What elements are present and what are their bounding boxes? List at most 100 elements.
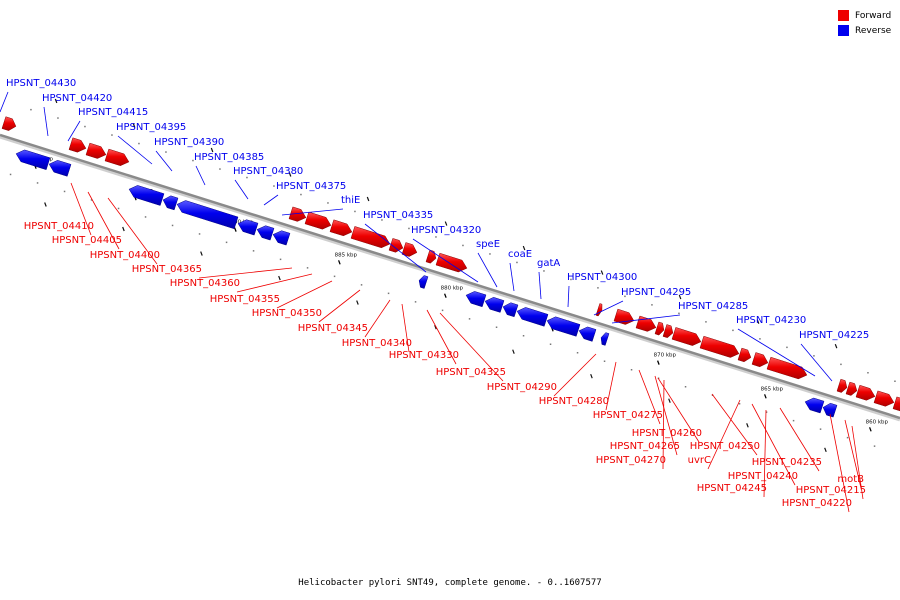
tick-mark — [443, 293, 447, 298]
background-dash — [522, 245, 526, 251]
background-dash — [210, 147, 214, 153]
background-dash — [44, 202, 47, 207]
genome-caption: Helicobacter pylori SNT49, complete geno… — [298, 578, 602, 588]
background-dash — [356, 300, 359, 305]
gene-label: thiE — [341, 195, 360, 206]
background-dot — [549, 343, 552, 345]
background-dot — [414, 301, 417, 303]
gene-label: HPSNT_04220 — [782, 498, 852, 509]
gene-label: HPSNT_04340 — [342, 338, 412, 349]
background-dash — [278, 275, 281, 281]
background-dot — [684, 386, 687, 388]
background-dot — [489, 253, 491, 255]
gene-label: HPSNT_04325 — [436, 367, 506, 378]
background-dot — [705, 321, 707, 323]
HPSNT_04365-gene-arrow — [288, 206, 307, 222]
leader-line — [605, 361, 617, 411]
background-dash — [756, 319, 760, 324]
background-dash — [834, 343, 838, 349]
gene-label: HPSNT_04335 — [363, 210, 433, 221]
background-dot — [360, 284, 363, 286]
HPSNT_04330-gene-arrow — [425, 249, 437, 264]
tick-label: 865 kbp — [761, 386, 784, 392]
background-dot — [279, 258, 282, 261]
motB-gene-arrow — [845, 381, 858, 396]
leader-line — [195, 165, 206, 186]
background-dot — [516, 261, 518, 264]
reverse-swatch — [838, 25, 849, 36]
gene-label: HPSNT_04235 — [752, 457, 822, 468]
leader-line — [263, 194, 279, 206]
background-dot — [273, 185, 275, 187]
legend-reverse: Reverse — [838, 23, 891, 38]
background-dot — [30, 108, 32, 111]
background-dot — [630, 369, 633, 371]
backbone-shadow — [0, 134, 900, 422]
leader-line — [236, 273, 313, 293]
leader-line — [844, 419, 862, 489]
background-dot — [225, 241, 228, 244]
background-dash — [444, 221, 448, 226]
background-dot — [306, 267, 309, 269]
leader-line — [412, 238, 479, 283]
leader-line — [638, 369, 661, 425]
background-dash — [512, 349, 515, 354]
leader-line — [117, 135, 153, 165]
speE-gene-arrow — [484, 297, 505, 313]
leader-line — [553, 353, 597, 397]
backbone-line — [0, 133, 900, 420]
background-dot — [198, 233, 201, 235]
HPSNT_04390-gene-arrow — [162, 195, 179, 211]
background-dash — [824, 447, 827, 453]
tick-mark — [868, 427, 872, 432]
leader-line — [707, 399, 741, 470]
leader-line — [611, 314, 681, 324]
leader-line — [851, 425, 864, 500]
leader-line — [711, 393, 758, 456]
gene-label: HPSNT_04410 — [24, 221, 94, 232]
background-dot — [219, 168, 221, 170]
thiE-gene-arrow — [272, 230, 291, 246]
leader-line — [439, 312, 504, 382]
background-dot — [246, 176, 248, 179]
tick-label: 885 kbp — [335, 252, 358, 258]
gene-label: HPSNT_04430 — [6, 78, 76, 89]
leader-line — [567, 285, 570, 308]
tick-mark — [656, 360, 660, 365]
leader-lines — [0, 91, 864, 513]
gene-label: HPSNT_04405 — [52, 235, 122, 246]
HPSNT_04355-gene-arrow — [329, 219, 353, 237]
HPSNT_04270-gene-arrow — [671, 327, 702, 346]
gene-label: HPSNT_04275 — [593, 410, 663, 421]
background-dot — [171, 224, 174, 227]
background-dot — [333, 275, 336, 278]
leader-line — [751, 403, 796, 486]
HPSNT_04240-gene-arrow — [766, 356, 808, 380]
background-dash — [132, 123, 136, 128]
leader-line — [477, 252, 498, 288]
background-dot — [138, 142, 140, 145]
background-dot — [441, 309, 444, 312]
gene-label: HPSNT_04265 — [610, 441, 680, 452]
background-dash — [288, 172, 292, 177]
gene-label: HPSNT_04360 — [170, 278, 240, 289]
HPSNT_04220-gene-arrow — [873, 390, 895, 407]
background-dot — [495, 326, 498, 328]
background-dot — [387, 292, 390, 295]
leader-line — [538, 271, 542, 300]
gene-label: HPSNT_04290 — [487, 382, 557, 393]
legend: Forward Reverse — [838, 8, 891, 38]
HPSNT_04360-gene-arrow — [304, 211, 332, 230]
gene-label: HPSNT_04390 — [154, 137, 224, 148]
leader-line — [662, 379, 665, 470]
HPSNT_04345-gene-arrow — [388, 238, 404, 253]
leader-line — [43, 106, 49, 137]
leader-line — [779, 407, 820, 472]
background-dot — [111, 134, 113, 136]
HPSNT_04395-gene-arrow — [128, 185, 165, 206]
gene-label: HPSNT_04375 — [276, 181, 346, 192]
gene-label: HPSNT_04420 — [42, 93, 112, 104]
legend-forward-label: Forward — [855, 10, 892, 21]
gene-label: HPSNT_04295 — [621, 287, 691, 298]
tick-mark — [763, 394, 767, 399]
